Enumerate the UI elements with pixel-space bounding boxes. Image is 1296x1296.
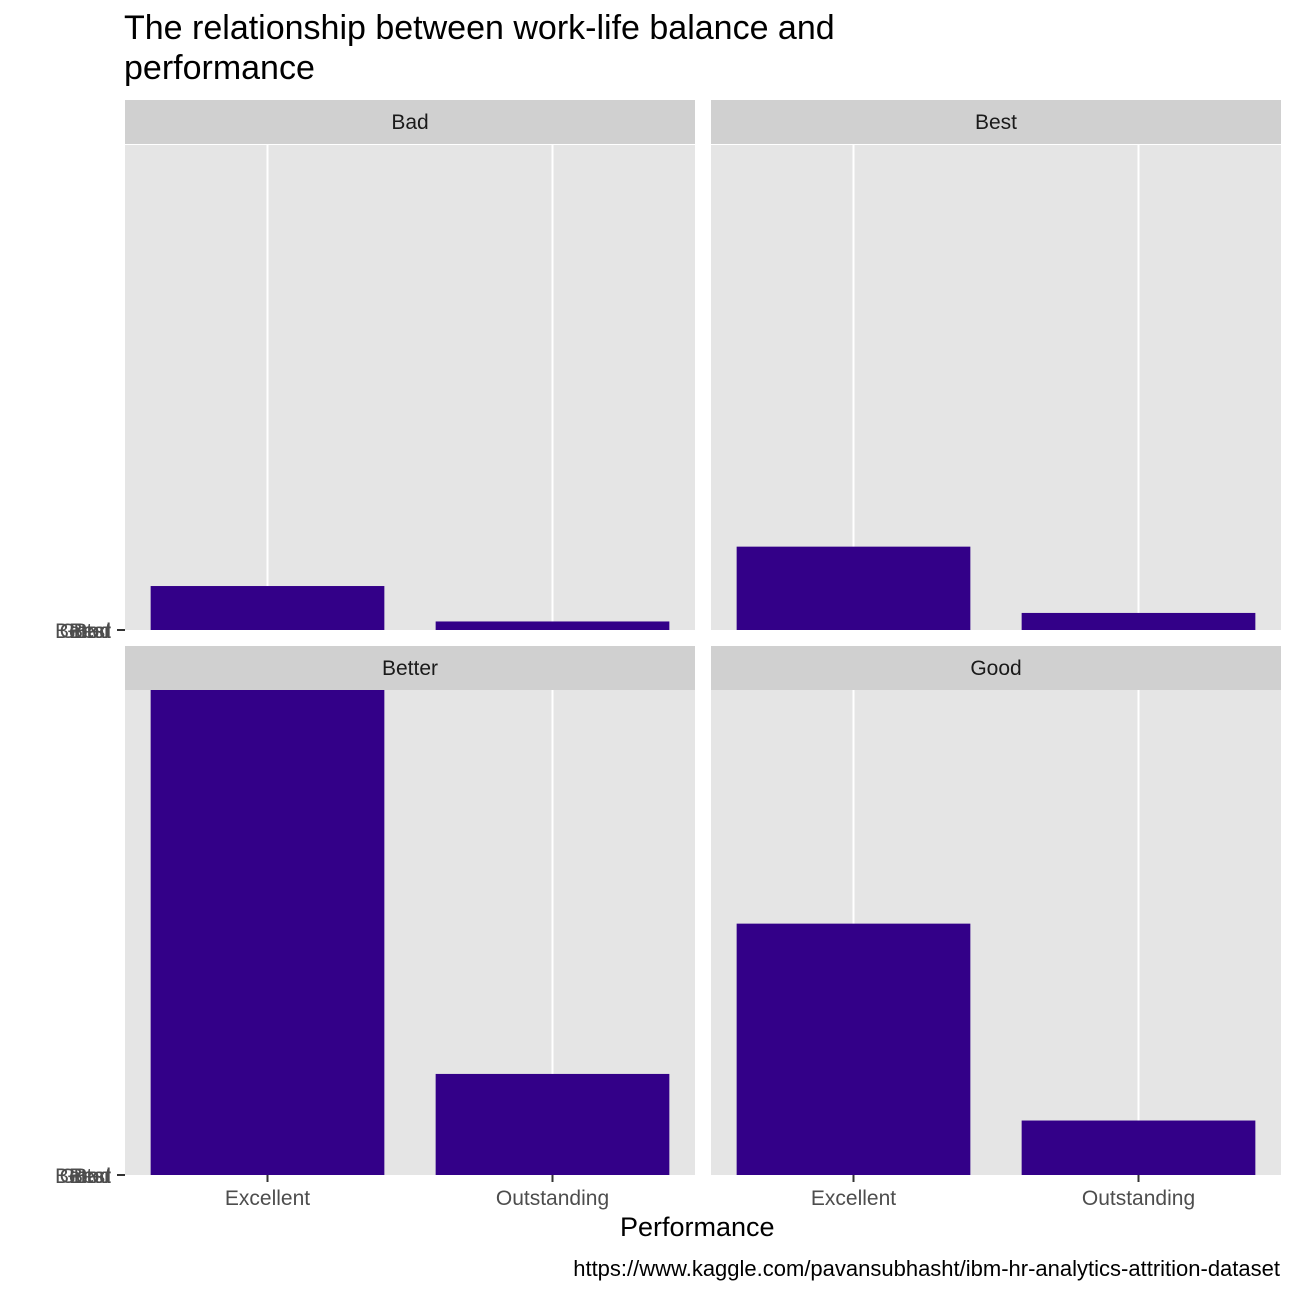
facet-strip-label: Best bbox=[975, 111, 1017, 134]
facet-strip-better bbox=[125, 646, 695, 690]
x-tick-label: Excellent bbox=[811, 1187, 896, 1210]
facet-strip-label: Bad bbox=[391, 111, 428, 134]
facet-strip-bad bbox=[125, 100, 695, 144]
facet-strip-label: Good bbox=[970, 657, 1021, 680]
bar-good-excellent bbox=[736, 923, 971, 1175]
y-tick-label: Better bbox=[55, 1165, 111, 1188]
x-axis-title: Performance bbox=[620, 1212, 775, 1242]
y-tick-label: Bad bbox=[74, 1165, 111, 1188]
panel-bad bbox=[125, 145, 695, 630]
y-tick-label: Best bbox=[69, 620, 111, 643]
y-tick-label: Better bbox=[55, 620, 111, 643]
y-tick-label: Bad bbox=[74, 620, 111, 643]
x-tick-label: Outstanding bbox=[496, 1187, 609, 1210]
x-tick-label: Excellent bbox=[225, 1187, 310, 1210]
bar-best-outstanding bbox=[1021, 612, 1256, 630]
source-caption: https://www.kaggle.com/pavansubhasht/ibm… bbox=[573, 1256, 1280, 1281]
bar-good-outstanding bbox=[1021, 1120, 1256, 1175]
facet-strip-best bbox=[711, 100, 1281, 144]
y-tick-label: Best bbox=[69, 1165, 111, 1188]
facet-strip-label: Better bbox=[382, 657, 438, 680]
y-tick-label: Good bbox=[60, 620, 111, 643]
bar-better-excellent bbox=[150, 690, 385, 1175]
y-tick-label: Good bbox=[60, 1165, 111, 1188]
bar-bad-excellent bbox=[150, 586, 385, 630]
facet-strip-good bbox=[711, 646, 1281, 690]
bar-best-excellent bbox=[736, 546, 971, 630]
bar-better-outstanding bbox=[435, 1073, 670, 1175]
chart-title: The relationship between work-life balan… bbox=[124, 9, 835, 87]
bar-bad-outstanding bbox=[435, 621, 670, 630]
x-tick-label: Outstanding bbox=[1082, 1187, 1195, 1210]
